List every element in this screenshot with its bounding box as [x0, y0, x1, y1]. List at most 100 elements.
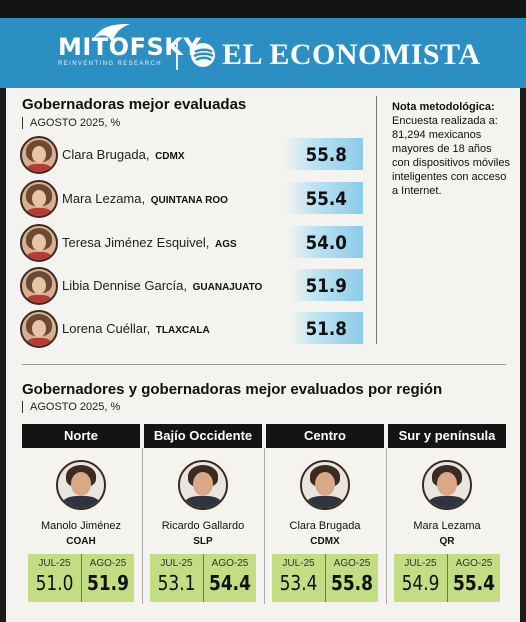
bird-logo-icon	[94, 24, 130, 42]
score-value: 53.1	[157, 571, 196, 595]
month-label: JUL-25	[38, 558, 71, 569]
score-value: 54.4	[209, 571, 251, 595]
governor-state: QUINTANA ROO	[150, 195, 228, 206]
month-label: JUL-25	[282, 558, 315, 569]
august-score: AGO-25 55.8	[325, 554, 378, 602]
governor-name: Teresa Jiménez Esquivel	[62, 235, 206, 250]
score-bar: 51.8	[290, 312, 363, 344]
governor-photo	[20, 224, 58, 262]
score-value: 55.4	[305, 188, 347, 210]
top-black-strip	[0, 0, 526, 18]
region-header: Bajío Occidente	[144, 424, 262, 448]
ranking-row: Lorena Cuéllar, TLAXCALA 51.8	[20, 310, 365, 348]
governor-state: COAH	[66, 536, 96, 547]
ranking-row: Mara Lezama, QUINTANA ROO 55.4	[20, 180, 365, 218]
score-value: 54.9	[401, 571, 440, 595]
month-label: JUL-25	[160, 558, 193, 569]
score-bar: 55.4	[285, 182, 363, 214]
governor-state: AGS	[215, 239, 237, 250]
ranking-subtitle: AGOSTO 2025, %	[22, 117, 120, 129]
governor-photo	[178, 460, 228, 510]
column-divider	[264, 448, 265, 604]
region-column: Sur y península Mara Lezama QR JUL-25 54.9 AG…	[388, 424, 506, 606]
column-divider	[142, 448, 143, 604]
july-score: JUL-25 53.4	[272, 554, 325, 602]
ranking-row: Clara Brugada, CDMX 55.8	[20, 136, 365, 174]
score-value: 51.9	[87, 571, 129, 595]
score-value: 55.8	[305, 144, 347, 166]
july-score: JUL-25 51.0	[28, 554, 81, 602]
score-value: 55.4	[453, 571, 495, 595]
column-divider	[386, 448, 387, 604]
governor-name: Mara Lezama	[413, 520, 481, 532]
governor-label: Lorena Cuéllar, TLAXCALA	[62, 321, 210, 336]
month-label: JUL-25	[404, 558, 437, 569]
governor-state: TLAXCALA	[155, 325, 210, 336]
regional-title: Gobernadores y gobernadoras mejor evalua…	[22, 381, 443, 398]
governor-label: Clara Brugada, CDMX	[62, 147, 185, 162]
score-value: 51.0	[35, 571, 74, 595]
score-value: 53.4	[279, 571, 318, 595]
governor-label: Libia Dennise García, GUANAJUATO	[62, 278, 263, 293]
score-value: 55.8	[331, 571, 373, 595]
score-value: 51.9	[305, 275, 347, 297]
note-text: Encuesta realizada a: 81,294 mexicanos m…	[392, 115, 510, 197]
score-value: 54.0	[305, 232, 347, 254]
region-column: Bajío Occidente Ricardo Gallardo SLP JUL-25…	[144, 424, 265, 606]
economista-name: EL ECONOMISTA	[222, 38, 481, 71]
governor-photo	[422, 460, 472, 510]
governor-photo	[20, 310, 58, 348]
governor-state: QR	[439, 536, 455, 547]
score-box: JUL-25 53.4 AGO-25 55.8	[272, 554, 378, 602]
header-banner: MITOFSKY REINVENTING RESEARCH EL ECONOMI…	[0, 18, 526, 88]
governor-name: Lorena Cuéllar	[62, 321, 147, 336]
month-label: AGO-25	[455, 558, 493, 569]
governor-photo	[20, 180, 58, 218]
governor-photo	[20, 136, 58, 174]
governor-label: Mara Lezama, QUINTANA ROO	[62, 191, 228, 206]
header-separator	[176, 40, 178, 70]
score-box: JUL-25 54.9 AGO-25 55.4	[394, 554, 500, 602]
governor-photo	[20, 267, 58, 305]
mitofsky-logo: MITOFSKY REINVENTING RESEARCH	[58, 33, 202, 67]
ranking-title: Gobernadoras mejor evaluadas	[22, 96, 247, 113]
month-label: AGO-25	[333, 558, 371, 569]
score-value: 51.8	[305, 318, 347, 340]
governor-name: Clara Brugada	[62, 147, 146, 162]
economista-globe-icon	[191, 43, 215, 67]
governor-name: Manolo Jiménez	[40, 520, 122, 532]
region-column: Centro Clara Brugada CDMX JUL-25 53.4 AGO-25 5…	[266, 424, 387, 606]
region-header: Centro	[266, 424, 384, 448]
august-score: AGO-25 51.9	[81, 554, 134, 602]
july-score: JUL-25 53.1	[150, 554, 203, 602]
content-panel	[6, 88, 520, 622]
august-score: AGO-25 54.4	[203, 554, 256, 602]
note-title: Nota metodológica:	[392, 101, 495, 113]
methodology-note: Nota metodológica: Encuesta realizada a:…	[392, 100, 512, 198]
governor-label: Teresa Jiménez Esquivel, AGS	[62, 235, 237, 250]
governor-state: CDMX	[310, 536, 340, 547]
score-box: JUL-25 51.0 AGO-25 51.9	[28, 554, 134, 602]
governor-name: Ricardo Gallardo	[161, 520, 245, 532]
governor-photo	[300, 460, 350, 510]
month-label: AGO-25	[89, 558, 127, 569]
region-header: Norte	[22, 424, 140, 448]
score-box: JUL-25 53.1 AGO-25 54.4	[150, 554, 256, 602]
july-score: JUL-25 54.9	[394, 554, 447, 602]
ranking-row: Libia Dennise García, GUANAJUATO 51.9	[20, 267, 365, 305]
region-column: Norte Manolo Jiménez COAH JUL-25 51.0 AGO-25 5…	[22, 424, 143, 606]
month-label: AGO-25	[211, 558, 249, 569]
governor-name: Clara Brugada	[289, 520, 361, 532]
vertical-divider	[376, 96, 377, 344]
section-divider	[22, 364, 506, 365]
mitofsky-name: MITOFSKY	[58, 33, 202, 61]
governor-state: SLP	[193, 536, 213, 547]
score-bar: 54.0	[287, 226, 363, 258]
governor-name: Libia Dennise García	[62, 278, 184, 293]
score-bar: 55.8	[284, 138, 363, 170]
governor-state: GUANAJUATO	[192, 282, 263, 293]
economista-logo: EL ECONOMISTA	[190, 38, 481, 72]
ranking-row: Teresa Jiménez Esquivel, AGS 54.0	[20, 224, 365, 262]
mitofsky-tagline: REINVENTING RESEARCH	[58, 61, 163, 67]
governor-state: CDMX	[155, 151, 185, 162]
